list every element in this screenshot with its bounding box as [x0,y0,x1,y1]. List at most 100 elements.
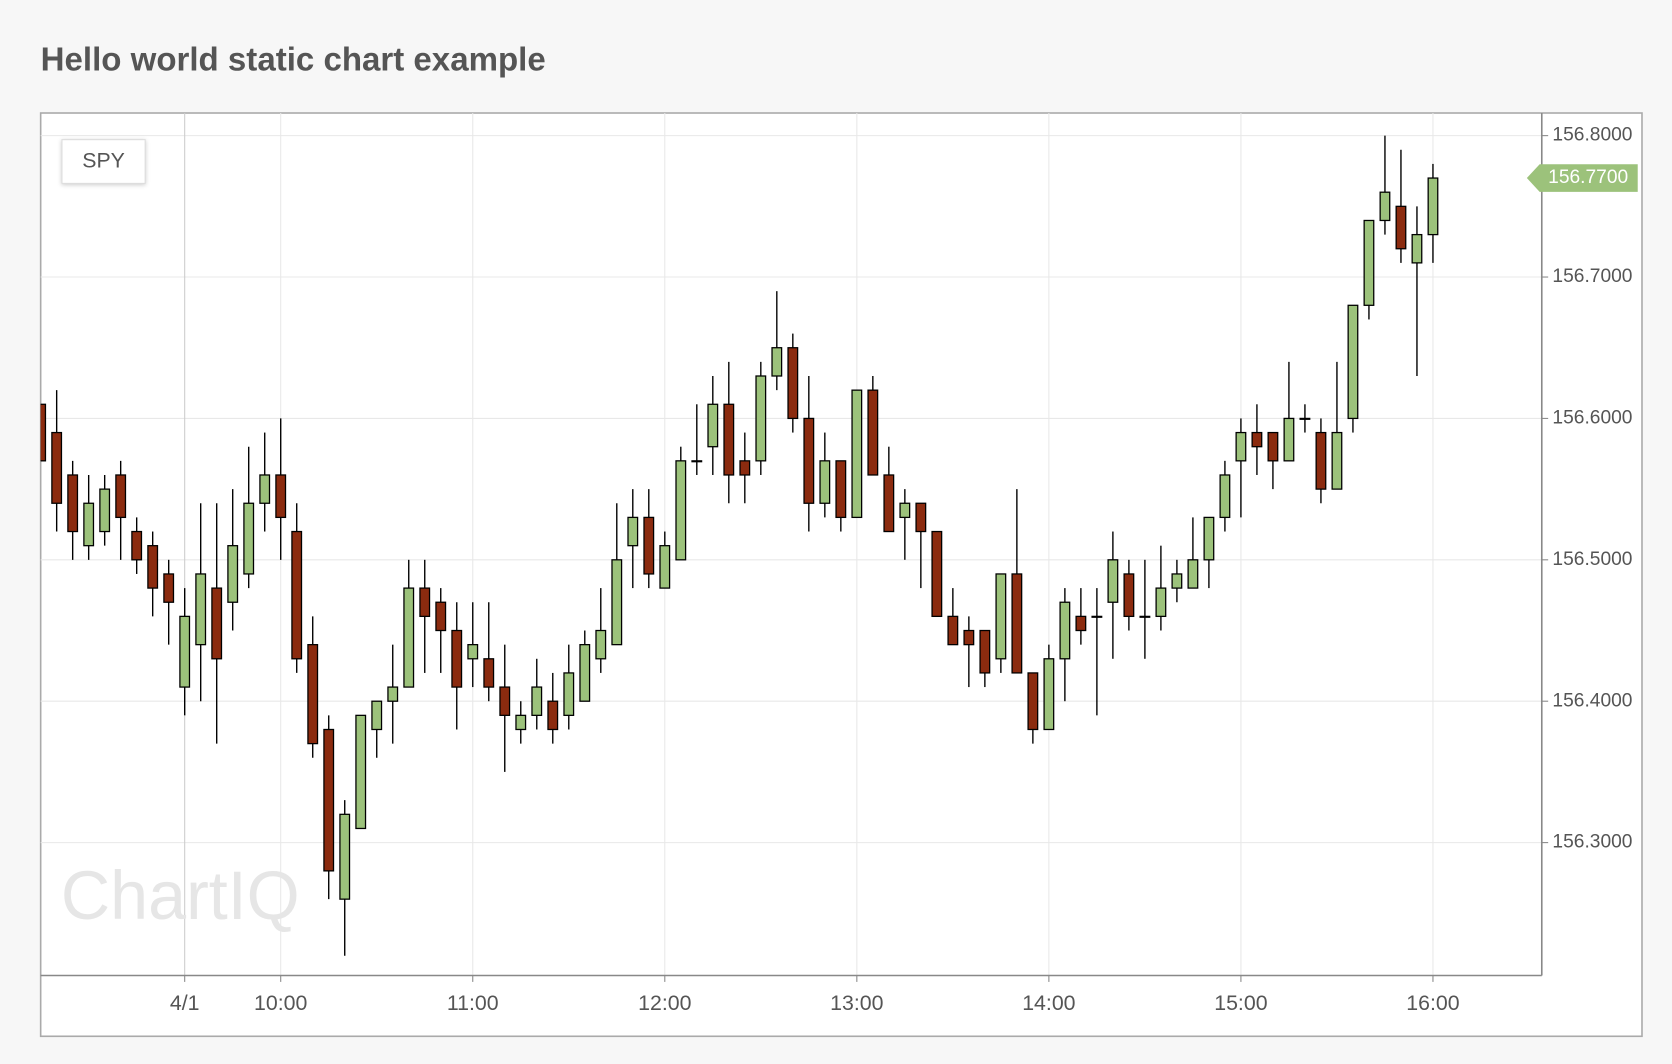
candle-body [771,347,783,377]
candle-body [435,601,447,632]
candle-body [1091,615,1103,618]
candle-body [1155,587,1167,618]
candle-body [723,403,735,476]
candle-body [867,389,879,476]
candle-body [883,474,895,533]
candle-body [227,545,239,603]
candle-body [1283,417,1295,462]
candle-body [1219,474,1231,519]
chart-title: Hello world static chart example [41,42,546,79]
candle-body [1123,573,1135,618]
candle-body [1251,431,1263,448]
candle-body [1139,615,1151,618]
candle-body [1395,205,1407,250]
candle-body [483,658,495,688]
candle-body [675,460,687,561]
candle-body [355,714,367,830]
candle-body [1235,431,1247,462]
candle-body [115,474,127,519]
x-tick-label: 14:00 [1022,991,1075,1015]
candle-body [179,615,191,688]
price-tag [1526,164,1638,192]
candle-body [531,686,543,716]
candle-body [131,530,143,561]
candle-body [931,530,943,618]
candle-body [147,545,159,589]
candle-body [419,587,431,618]
candle-body [1043,658,1055,731]
candle-body [643,516,655,575]
candle-body [739,460,751,476]
candle-body [83,502,95,547]
candle-body [1107,559,1119,603]
x-tick-label: 10:00 [254,991,307,1015]
candle-body [1059,601,1071,660]
candle-body [915,502,927,533]
candle-body [707,403,719,448]
x-tick-label: 16:00 [1406,991,1459,1015]
candle-body [963,629,975,646]
candle-body [451,629,463,688]
price-tag-label: 156.7700 [1548,167,1628,188]
candle-body [499,686,511,716]
candle-body [1011,573,1023,674]
candle-body [1347,304,1359,420]
candle-body [323,728,335,872]
candle-body [403,587,415,688]
candle-body [691,460,703,463]
candle-body [1363,219,1375,306]
candle-body [1171,573,1183,589]
candle-body [1411,233,1423,264]
candle-body [1267,431,1279,462]
candle-body [163,573,175,603]
candle-body [307,644,319,745]
candle-body [627,516,639,547]
candle-body [755,375,767,462]
candle-body [579,644,591,702]
candle-body [467,644,479,660]
x-tick-label: 13:00 [830,991,883,1015]
x-tick-label: 4/1 [170,991,200,1015]
candle-body [1331,431,1343,490]
candle-body [947,615,959,646]
candle-body [899,502,911,519]
candle-body [1203,516,1215,561]
candle-body [995,573,1007,660]
candle-body [1187,559,1199,589]
candle-body [243,502,255,575]
candle-body [259,474,271,504]
candle-body [211,587,223,660]
candle-body [595,629,607,660]
candle-body [1299,417,1311,420]
candle-body [547,700,559,731]
candle-body [40,403,47,462]
y-tick-label: 156.6000 [1552,407,1632,428]
y-tick-label: 156.8000 [1552,125,1632,146]
x-tick-label: 11:00 [447,991,499,1015]
candle-body [851,389,863,519]
candle-body [1075,615,1087,632]
candle-body [291,530,303,660]
x-tick-label: 12:00 [638,991,691,1015]
candle-body [515,714,527,731]
legend-box [61,139,146,184]
y-tick-label: 156.4000 [1552,690,1632,711]
candle-body [275,474,287,519]
candle-body [195,573,207,646]
y-tick-label: 156.3000 [1552,832,1632,853]
candle-body [51,431,63,504]
candle-body [819,460,831,504]
candle-body [563,672,575,716]
candle-body [1379,191,1391,222]
candle-body [1427,177,1439,236]
candle-body [835,460,847,519]
candle-body [787,347,799,420]
x-tick-label: 15:00 [1214,991,1267,1015]
candle-body [387,686,399,702]
candle-body [67,474,79,533]
watermark: ChartIQ [61,858,300,934]
candle-body [99,488,111,533]
y-tick-label: 156.5000 [1552,549,1632,570]
